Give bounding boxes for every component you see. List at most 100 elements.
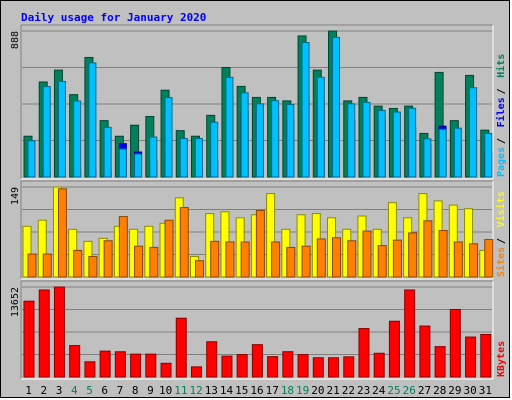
bar-kbytes-11 [175,317,187,378]
bar-pages-16 [255,103,264,178]
bar-kbytes-10 [160,362,172,378]
bar-kbytes-26 [404,289,416,378]
bar-kbytes-27 [419,325,431,378]
x-tick-label-28: 28 [433,384,446,397]
bar-kbytes-20 [312,357,324,378]
x-tick-label-7: 7 [117,384,124,397]
legend-item-hits: Hits [495,54,507,78]
bar-pages-21 [332,36,341,178]
bar-kbytes-3 [53,286,65,378]
bar-sites-20 [316,238,326,278]
bar-sites-19 [301,245,311,278]
legend-item-visits: Visits [495,191,507,227]
bar-pages-22 [347,103,356,178]
x-axis-ticks: 1 2 3 4 5 6 7 8 9 10 11 12 13 14 15 16 17 18 19 20 21 22 23 24 2… [25,384,492,397]
x-tick-label-2: 2 [41,384,48,397]
x-tick-label-24: 24 [372,384,386,397]
bar-sites-30 [469,243,479,278]
bar-pages-3 [57,80,66,178]
bar-pages-15 [240,92,249,178]
bar-pages-10 [164,97,173,178]
x-tick-label-16: 16 [250,384,263,397]
bar-sites-27 [423,220,433,278]
x-tick-label-10: 10 [159,384,172,397]
bar-kbytes-2 [38,289,50,378]
bar-visits-30 [464,208,474,278]
x-tick-label-8: 8 [132,384,139,397]
x-tick-label-18: 18 [281,384,294,397]
bar-pages-11 [179,138,188,178]
bar-pages-1 [27,140,36,178]
bar-kbytes-6 [99,350,111,378]
bar-sites-26 [408,232,418,278]
x-tick-label-1: 1 [25,384,32,397]
bar-pages-2 [42,86,51,178]
legend-kbytes: KBytes [496,341,507,377]
bar-sites-14 [225,241,235,278]
bar-pages-27 [423,138,432,178]
x-tick-label-14: 14 [220,384,234,397]
bar-kbytes-30 [465,336,477,378]
bar-kbytes-31 [480,333,492,378]
bar-sites-2 [42,253,52,278]
bar-visits-1 [22,225,32,278]
x-tick-label-12: 12 [189,384,202,397]
x-tick-label-13: 13 [205,384,218,397]
bar-pages-4 [73,100,82,178]
bar-kbytes-4 [69,345,81,378]
legend-separator: / [496,238,507,244]
x-tick-label-19: 19 [296,384,309,397]
bar-kbytes-9 [145,353,157,378]
bar-sites-17 [271,241,281,278]
bar-sites-28 [438,229,448,278]
x-tick-label-15: 15 [235,384,248,397]
legend-item-files: Files [495,97,507,127]
bar-sites-13 [210,240,220,278]
bars [22,186,494,278]
bar-kbytes-19 [297,354,309,378]
bar-kbytes-13 [206,341,218,378]
bar-sites-24 [377,245,387,278]
bar-kbytes-22 [343,356,355,378]
bar-pages-13 [210,121,219,178]
bar-kbytes-8 [130,353,142,378]
panel-hits-files-pages: 888 Pages / Files / Hits [10,24,507,180]
bar-sites-11 [179,207,189,278]
legend-item-kbytes: KBytes [496,341,507,377]
x-tick-label-29: 29 [448,384,461,397]
bar-sites-31 [484,239,494,278]
bar-sites-15 [240,241,250,278]
bar-pages-29 [453,127,462,178]
bar-visits-17 [266,193,276,278]
bar-kbytes-21 [328,357,340,378]
bar-pages-14 [225,76,234,178]
bar-pages-8 [134,153,143,178]
bar-pages-24 [377,109,386,178]
bar-sites-5 [88,255,98,278]
x-tick-label-3: 3 [56,384,63,397]
panel-kbytes: 13652 KBytes [10,280,507,380]
x-tick-label-11: 11 [174,384,187,397]
bar-pages-31 [484,132,493,178]
panel-visits-sites: 149 Sites / Visits [10,180,507,280]
bar-pages-30 [469,87,478,178]
bar-sites-8 [134,245,144,278]
bar-pages-25 [392,111,401,178]
bar-kbytes-16 [251,344,263,378]
y-max-tick-label: 888 [10,31,21,49]
bar-kbytes-23 [358,328,370,378]
bar-pages-18 [286,103,295,178]
x-tick-label-20: 20 [311,384,324,397]
bar-pages-12 [194,138,203,178]
bar-sites-16 [255,210,265,278]
bar-sites-22 [347,240,357,278]
x-tick-label-23: 23 [357,384,370,397]
bar-kbytes-18 [282,351,294,378]
bar-kbytes-28 [434,346,446,378]
bar-kbytes-1 [23,300,35,378]
bar-pages-7 [118,148,127,178]
bar-pages-19 [301,42,310,178]
x-tick-label-4: 4 [71,384,78,397]
bar-pages-28 [438,128,447,178]
x-tick-label-21: 21 [327,384,340,397]
